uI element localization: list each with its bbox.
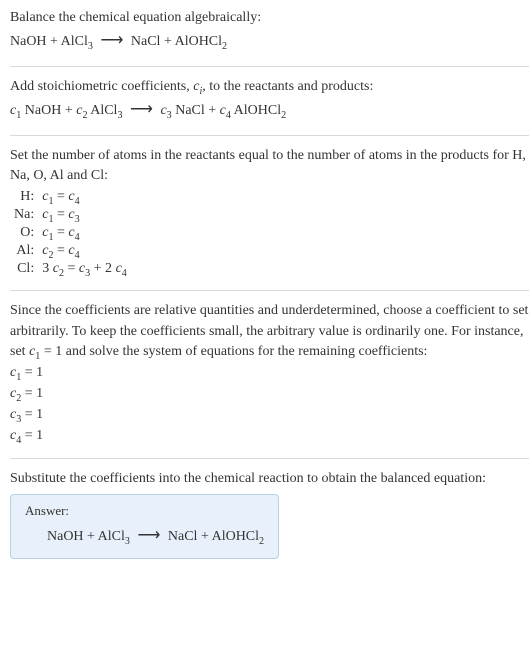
reaction-arrow: ⟶ <box>133 523 164 549</box>
atom-row-na: Na: c1 = c3 <box>14 206 127 224</box>
plus: + <box>164 34 175 49</box>
coef-equation: c1 NaOH + c2 AlCl3 ⟶ c3 NaCl + c4 AlOHCl… <box>10 97 529 123</box>
stoich-intro: Add stoichiometric coefficients, ci, to … <box>10 77 529 97</box>
divider <box>10 458 529 459</box>
plus: + <box>201 529 212 544</box>
divider <box>10 290 529 291</box>
answer-label: Answer: <box>25 503 264 519</box>
plus: + <box>208 103 219 118</box>
solution-c2: c2 = 1 <box>10 383 529 404</box>
unbalanced-equation: NaOH + AlCl3 ⟶ NaCl + AlOHCl2 <box>10 28 529 54</box>
solution-c1: c1 = 1 <box>10 362 529 383</box>
plus: + <box>87 529 98 544</box>
balanced-equation: NaOH + AlCl3 ⟶ NaCl + AlOHCl2 <box>25 523 264 549</box>
section-answer: Substitute the coefficients into the che… <box>10 469 529 559</box>
answer-intro: Substitute the coefficients into the che… <box>10 469 529 489</box>
coef-prod-1: c3 NaCl <box>160 103 204 118</box>
solution-list: c1 = 1 c2 = 1 c3 = 1 c4 = 1 <box>10 362 529 446</box>
atom-eq: c2 = c4 <box>40 242 127 260</box>
reactant-1: NaOH <box>47 529 84 544</box>
section-stoichiometric: Add stoichiometric coefficients, ci, to … <box>10 77 529 123</box>
atom-eq: c1 = c3 <box>40 206 127 224</box>
reaction-arrow: ⟶ <box>96 28 127 54</box>
plus: + <box>65 103 76 118</box>
product-1: NaCl <box>168 529 198 544</box>
coef-prod-2: c4 AlOHCl2 <box>220 103 287 118</box>
atom-label: H: <box>14 188 40 206</box>
plus: + <box>50 34 61 49</box>
solve-intro: Since the coefficients are relative quan… <box>10 301 529 362</box>
reactant-2: AlCl3 <box>98 529 130 544</box>
divider <box>10 135 529 136</box>
answer-box: Answer: NaOH + AlCl3 ⟶ NaCl + AlOHCl2 <box>10 494 279 560</box>
atom-row-o: O: c1 = c4 <box>14 224 127 242</box>
divider <box>10 66 529 67</box>
reactant-2: AlCl3 <box>61 34 93 49</box>
coef-term-1: c1 NaOH <box>10 103 61 118</box>
atom-row-h: H: c1 = c4 <box>14 188 127 206</box>
solution-c4: c4 = 1 <box>10 425 529 446</box>
atoms-intro: Set the number of atoms in the reactants… <box>10 146 529 187</box>
reactant-1: NaOH <box>10 34 47 49</box>
product-2: AlOHCl2 <box>175 34 228 49</box>
atom-label: Cl: <box>14 260 40 278</box>
atom-label: Al: <box>14 242 40 260</box>
atom-eq: c1 = c4 <box>40 224 127 242</box>
product-2: AlOHCl2 <box>212 529 265 544</box>
coef-term-2: c2 AlCl3 <box>76 103 122 118</box>
section-balance-intro: Balance the chemical equation algebraica… <box>10 8 529 54</box>
solution-c3: c3 = 1 <box>10 404 529 425</box>
atom-balance-table: H: c1 = c4 Na: c1 = c3 O: c1 = c4 Al: c2… <box>14 188 127 278</box>
section-atom-equations: Set the number of atoms in the reactants… <box>10 146 529 279</box>
atom-eq: c1 = c4 <box>40 188 127 206</box>
atom-row-cl: Cl: 3 c2 = c3 + 2 c4 <box>14 260 127 278</box>
atom-eq: 3 c2 = c3 + 2 c4 <box>40 260 127 278</box>
atom-label: O: <box>14 224 40 242</box>
reaction-arrow: ⟶ <box>126 97 157 123</box>
balance-intro-text: Balance the chemical equation algebraica… <box>10 8 529 28</box>
section-solve: Since the coefficients are relative quan… <box>10 301 529 446</box>
atom-label: Na: <box>14 206 40 224</box>
atom-row-al: Al: c2 = c4 <box>14 242 127 260</box>
product-1: NaCl <box>131 34 161 49</box>
